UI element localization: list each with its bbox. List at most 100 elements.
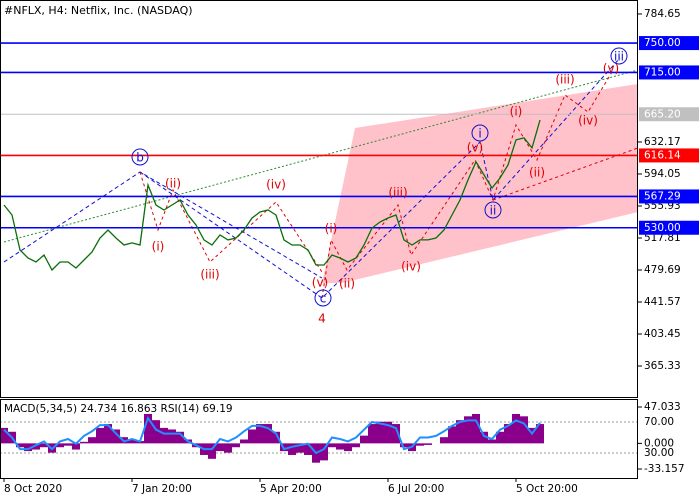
macd-bar bbox=[112, 429, 120, 444]
macd-bar bbox=[160, 427, 168, 444]
y2-tick-label: 70.00 bbox=[644, 416, 674, 428]
x-tick-label: 7 Jan 20:00 bbox=[132, 483, 192, 495]
y-tick-label: 594.05 bbox=[644, 168, 681, 180]
macd-bar bbox=[168, 429, 176, 444]
macd-bar bbox=[256, 424, 264, 444]
macd-bar bbox=[456, 420, 464, 444]
macd-bar bbox=[24, 443, 32, 452]
macd-bar bbox=[272, 431, 280, 444]
wave-label: (iv) bbox=[401, 260, 421, 274]
macd-bar bbox=[448, 426, 456, 444]
macd-bar bbox=[264, 424, 272, 444]
y-tick-label: 0.000 bbox=[644, 437, 674, 449]
macd-bar bbox=[96, 427, 104, 444]
macd-bar bbox=[64, 443, 72, 446]
indicator-title: MACD(5,34,5) 24.734 16.863 RSI(14) 69.19 bbox=[4, 403, 233, 415]
macd-bar bbox=[464, 416, 472, 444]
macd-bar bbox=[240, 439, 248, 444]
wave-channel bbox=[322, 84, 638, 283]
y-tick-label: 47.033 bbox=[644, 401, 681, 413]
wave-line bbox=[492, 147, 639, 201]
rsi-line bbox=[3, 415, 541, 455]
y-tick-label: 784.65 bbox=[644, 8, 681, 20]
macd-bar bbox=[144, 413, 152, 444]
x-tick-label: 5 Oct 20:00 bbox=[516, 483, 578, 495]
macd-bar bbox=[0, 427, 8, 444]
wave-label: (ii) bbox=[165, 177, 181, 191]
macd-bar bbox=[480, 431, 488, 444]
level-label: 715.00 bbox=[644, 66, 681, 78]
wave-label: (ii) bbox=[339, 277, 355, 291]
wave-label: (iii) bbox=[200, 268, 219, 282]
macd-bar bbox=[16, 443, 24, 448]
chart-title: #NFLX, H4: Netflix, Inc. (NASDAQ) bbox=[4, 4, 193, 17]
x-tick-label: 5 Apr 20:00 bbox=[260, 483, 322, 495]
level-label: 750.00 bbox=[644, 37, 681, 49]
wave-label: (iv) bbox=[578, 114, 598, 128]
macd-bar bbox=[80, 441, 88, 444]
macd-bar bbox=[400, 443, 408, 448]
level-label-box bbox=[639, 65, 699, 80]
wave-label: i bbox=[478, 127, 481, 141]
level-label: 530.00 bbox=[644, 222, 681, 234]
wave-circle bbox=[484, 201, 502, 219]
macd-bar bbox=[520, 416, 528, 444]
macd-bar bbox=[208, 443, 216, 459]
wave-label: 4 bbox=[318, 312, 326, 326]
macd-bar bbox=[224, 443, 232, 453]
level-label: 616.14 bbox=[644, 149, 681, 161]
wave-label: iii bbox=[614, 50, 624, 64]
macd-bar bbox=[56, 443, 64, 448]
macd-bar bbox=[216, 443, 224, 452]
wave-label: (v) bbox=[312, 276, 328, 290]
wave-circle bbox=[314, 289, 332, 307]
y2-tick-label: 30.00 bbox=[644, 447, 674, 459]
macd-bar bbox=[512, 413, 520, 444]
y-tick-label: -33.157 bbox=[644, 463, 685, 475]
macd-bar bbox=[304, 443, 312, 455]
y-tick-label: 517.81 bbox=[644, 232, 681, 244]
level-label-box bbox=[639, 189, 699, 204]
wave-line bbox=[139, 57, 621, 299]
macd-bar bbox=[128, 439, 136, 444]
macd-bar bbox=[88, 437, 96, 444]
wave-label: ii bbox=[490, 204, 497, 218]
y-tick-label: 441.57 bbox=[644, 296, 681, 308]
macd-bar bbox=[504, 424, 512, 444]
wave-label: (iii) bbox=[555, 73, 574, 87]
y-tick-label: 479.69 bbox=[644, 264, 681, 276]
macd-bar bbox=[424, 443, 432, 445]
level-label-box bbox=[639, 107, 699, 122]
plot-layer: 784.65632.17594.05555.93517.81479.69441.… bbox=[0, 8, 699, 495]
wave-label: b bbox=[136, 151, 144, 165]
level-label-box bbox=[639, 36, 699, 51]
macd-bar bbox=[344, 443, 352, 452]
macd-bar bbox=[384, 421, 392, 444]
wave-line bbox=[139, 171, 323, 273]
macd-bar bbox=[392, 424, 400, 444]
x-tick-label: 8 Oct 2020 bbox=[4, 483, 62, 495]
macd-bar bbox=[528, 427, 536, 444]
wave-label: (v) bbox=[603, 62, 619, 76]
wave-label: (i) bbox=[152, 240, 165, 254]
macd-bar bbox=[152, 420, 160, 444]
wave-label: c bbox=[320, 292, 327, 306]
macd-bar bbox=[536, 424, 544, 444]
macd-bar bbox=[472, 413, 480, 444]
wave-label: (i) bbox=[510, 105, 523, 119]
macd-bar bbox=[352, 443, 360, 448]
macd-bar bbox=[368, 424, 376, 444]
level-label-box bbox=[639, 220, 699, 235]
macd-bar bbox=[32, 443, 40, 450]
y-tick-label: 403.45 bbox=[644, 328, 681, 340]
macd-bar bbox=[72, 443, 80, 450]
wave-circle bbox=[610, 47, 628, 65]
wave-label: (ii) bbox=[529, 166, 545, 180]
wave-label: (i) bbox=[325, 222, 338, 236]
macd-bar bbox=[440, 437, 448, 444]
level-label-box bbox=[639, 148, 699, 163]
macd-bar bbox=[496, 431, 504, 444]
macd-bar bbox=[376, 421, 384, 444]
